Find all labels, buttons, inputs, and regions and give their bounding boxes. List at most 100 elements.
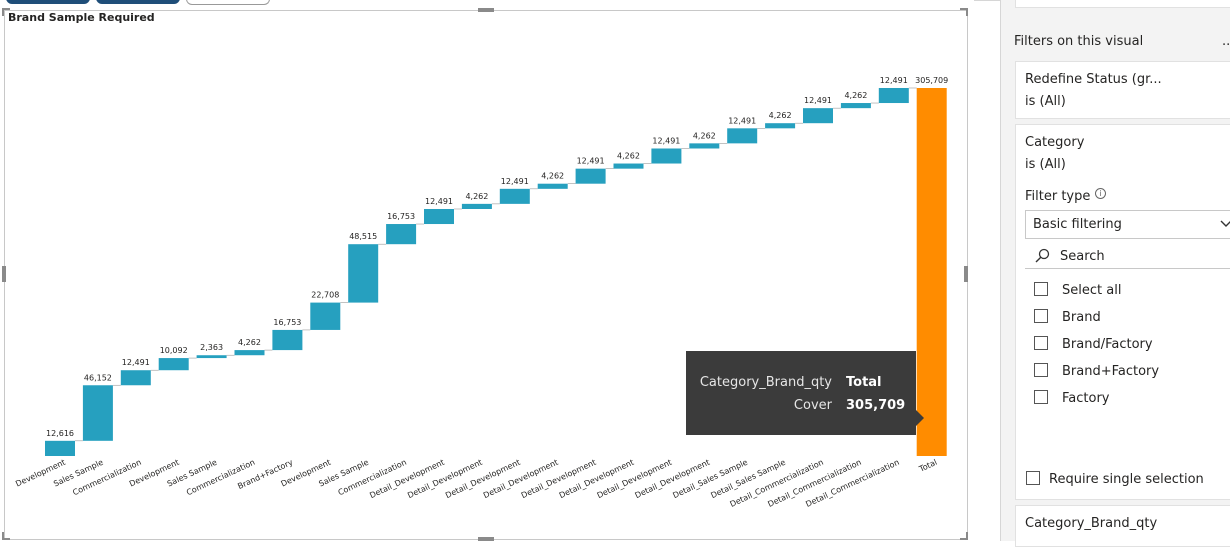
data-label: 16,753 xyxy=(273,318,301,327)
option-label: Brand/Factory xyxy=(1062,337,1153,352)
waterfall-bar[interactable] xyxy=(386,224,417,245)
waterfall-bar[interactable] xyxy=(765,123,796,129)
resize-handle-top-right[interactable] xyxy=(960,8,968,16)
waterfall-bar[interactable] xyxy=(120,370,151,386)
filter-card-summary: is (All) xyxy=(1025,94,1066,109)
waterfall-bar[interactable] xyxy=(45,440,75,456)
info-icon[interactable]: i xyxy=(1095,188,1106,199)
data-label: 4,262 xyxy=(769,111,792,120)
require-single-label: Require single selection xyxy=(1049,472,1204,487)
filter-type-dropdown[interactable]: Basic filtering xyxy=(1025,210,1230,239)
filter-type-selected: Basic filtering xyxy=(1033,217,1122,232)
search-placeholder: Search xyxy=(1060,249,1105,264)
waterfall-bar[interactable] xyxy=(196,355,227,359)
data-label: 4,262 xyxy=(465,192,488,201)
waterfall-bar[interactable] xyxy=(878,87,909,104)
waterfall-bar[interactable] xyxy=(727,128,758,144)
waterfall-bar[interactable] xyxy=(840,103,871,109)
waterfall-bar[interactable] xyxy=(82,385,113,441)
option-brand-plus-factory[interactable]: Brand+Factory xyxy=(1025,361,1225,381)
waterfall-bar[interactable] xyxy=(575,168,606,184)
filters-pane: Filters on this visual ... Redefine Stat… xyxy=(1001,0,1230,547)
report-tab-2[interactable] xyxy=(96,0,180,4)
checkbox[interactable] xyxy=(1034,390,1048,404)
pane-divider xyxy=(1000,0,1001,541)
data-label: 12,491 xyxy=(425,197,453,206)
data-label: 12,491 xyxy=(577,157,605,166)
waterfall-bar[interactable] xyxy=(689,143,720,149)
pane-edge xyxy=(974,0,1000,1)
waterfall-bar[interactable] xyxy=(272,329,303,351)
chart-tooltip: Category_Brand_qty Total Cover 305,709 xyxy=(686,351,916,435)
waterfall-bar[interactable] xyxy=(613,163,644,169)
pane-top-box xyxy=(1015,0,1230,8)
filter-card-category[interactable]: Category is (All) Filter type i Basic fi… xyxy=(1015,124,1230,500)
waterfall-bar[interactable] xyxy=(461,203,492,209)
tooltip-label-category: Category_Brand_qty xyxy=(699,375,832,390)
data-label: 12,491 xyxy=(804,96,832,105)
category-label: Total xyxy=(917,458,939,474)
waterfall-bar[interactable] xyxy=(234,350,265,356)
tooltip-value-category: Total xyxy=(846,375,882,390)
waterfall-bar[interactable] xyxy=(348,244,379,303)
filter-card-category-brand-qty[interactable]: Category_Brand_qty xyxy=(1015,505,1230,547)
visual-title: Brand Sample Required xyxy=(8,11,155,24)
waterfall-bar[interactable] xyxy=(310,302,341,330)
resize-handle-right[interactable] xyxy=(964,266,968,282)
total-bar[interactable] xyxy=(916,88,947,456)
resize-handle-bottom-right[interactable] xyxy=(960,532,968,540)
option-factory[interactable]: Factory xyxy=(1025,388,1225,408)
resize-handle-left[interactable] xyxy=(2,266,6,282)
checkbox[interactable] xyxy=(1034,282,1048,296)
filters-more-options[interactable]: ... xyxy=(1222,34,1230,49)
data-label: 4,262 xyxy=(541,172,564,181)
filter-search-box[interactable]: Search xyxy=(1025,243,1230,269)
option-label: Brand xyxy=(1062,310,1101,325)
data-label: 2,363 xyxy=(200,343,223,352)
checkbox[interactable] xyxy=(1034,309,1048,323)
resize-handle-top-left[interactable] xyxy=(2,8,10,16)
data-label: 4,262 xyxy=(844,91,867,100)
filter-card-summary: is (All) xyxy=(1025,157,1066,172)
data-label: 12,491 xyxy=(728,116,756,125)
checkbox[interactable] xyxy=(1034,336,1048,350)
require-single-selection[interactable]: Require single selection xyxy=(1016,469,1230,489)
filters-header: Filters on this visual xyxy=(1014,34,1144,49)
waterfall-bar[interactable] xyxy=(803,108,833,124)
waterfall-bar[interactable] xyxy=(499,188,530,204)
tooltip-pointer xyxy=(916,410,924,426)
resize-handle-bottom[interactable] xyxy=(478,537,494,541)
report-tab-1[interactable] xyxy=(6,0,90,4)
waterfall-bar[interactable] xyxy=(158,358,189,371)
data-label: 4,262 xyxy=(693,131,716,140)
data-label: 48,515 xyxy=(349,232,377,241)
checkbox[interactable] xyxy=(1026,471,1040,485)
tooltip-label-cover: Cover xyxy=(793,398,832,413)
data-label: 16,753 xyxy=(387,212,415,221)
resize-handle-top[interactable] xyxy=(478,8,494,12)
filter-type-label: Filter type xyxy=(1025,189,1091,204)
data-label: 12,491 xyxy=(122,358,150,367)
filter-card-title: Redefine Status (gr... xyxy=(1025,72,1162,87)
data-label: 12,491 xyxy=(652,136,680,145)
checkbox[interactable] xyxy=(1034,363,1048,377)
resize-handle-bottom-left[interactable] xyxy=(2,532,10,540)
waterfall-bar[interactable] xyxy=(651,148,682,164)
option-label: Factory xyxy=(1062,391,1110,406)
option-brand[interactable]: Brand xyxy=(1025,307,1225,327)
data-label: 22,708 xyxy=(311,291,339,300)
option-select-all[interactable]: Select all xyxy=(1025,280,1225,300)
data-label: 12,491 xyxy=(880,76,908,85)
data-label: 12,616 xyxy=(46,429,74,438)
waterfall-bar[interactable] xyxy=(424,208,454,225)
filter-card-title: Category xyxy=(1025,135,1085,150)
waterfall-bar[interactable] xyxy=(537,183,568,189)
chevron-down-icon xyxy=(1220,220,1230,227)
option-brand-factory[interactable]: Brand/Factory xyxy=(1025,334,1225,354)
filter-card-redefine-status[interactable]: Redefine Status (gr... is (All) xyxy=(1015,61,1230,119)
filter-card-title: Category_Brand_qty xyxy=(1025,516,1158,531)
data-label: 46,152 xyxy=(84,373,112,382)
data-label: 10,092 xyxy=(160,346,188,355)
option-label: Select all xyxy=(1062,283,1122,298)
